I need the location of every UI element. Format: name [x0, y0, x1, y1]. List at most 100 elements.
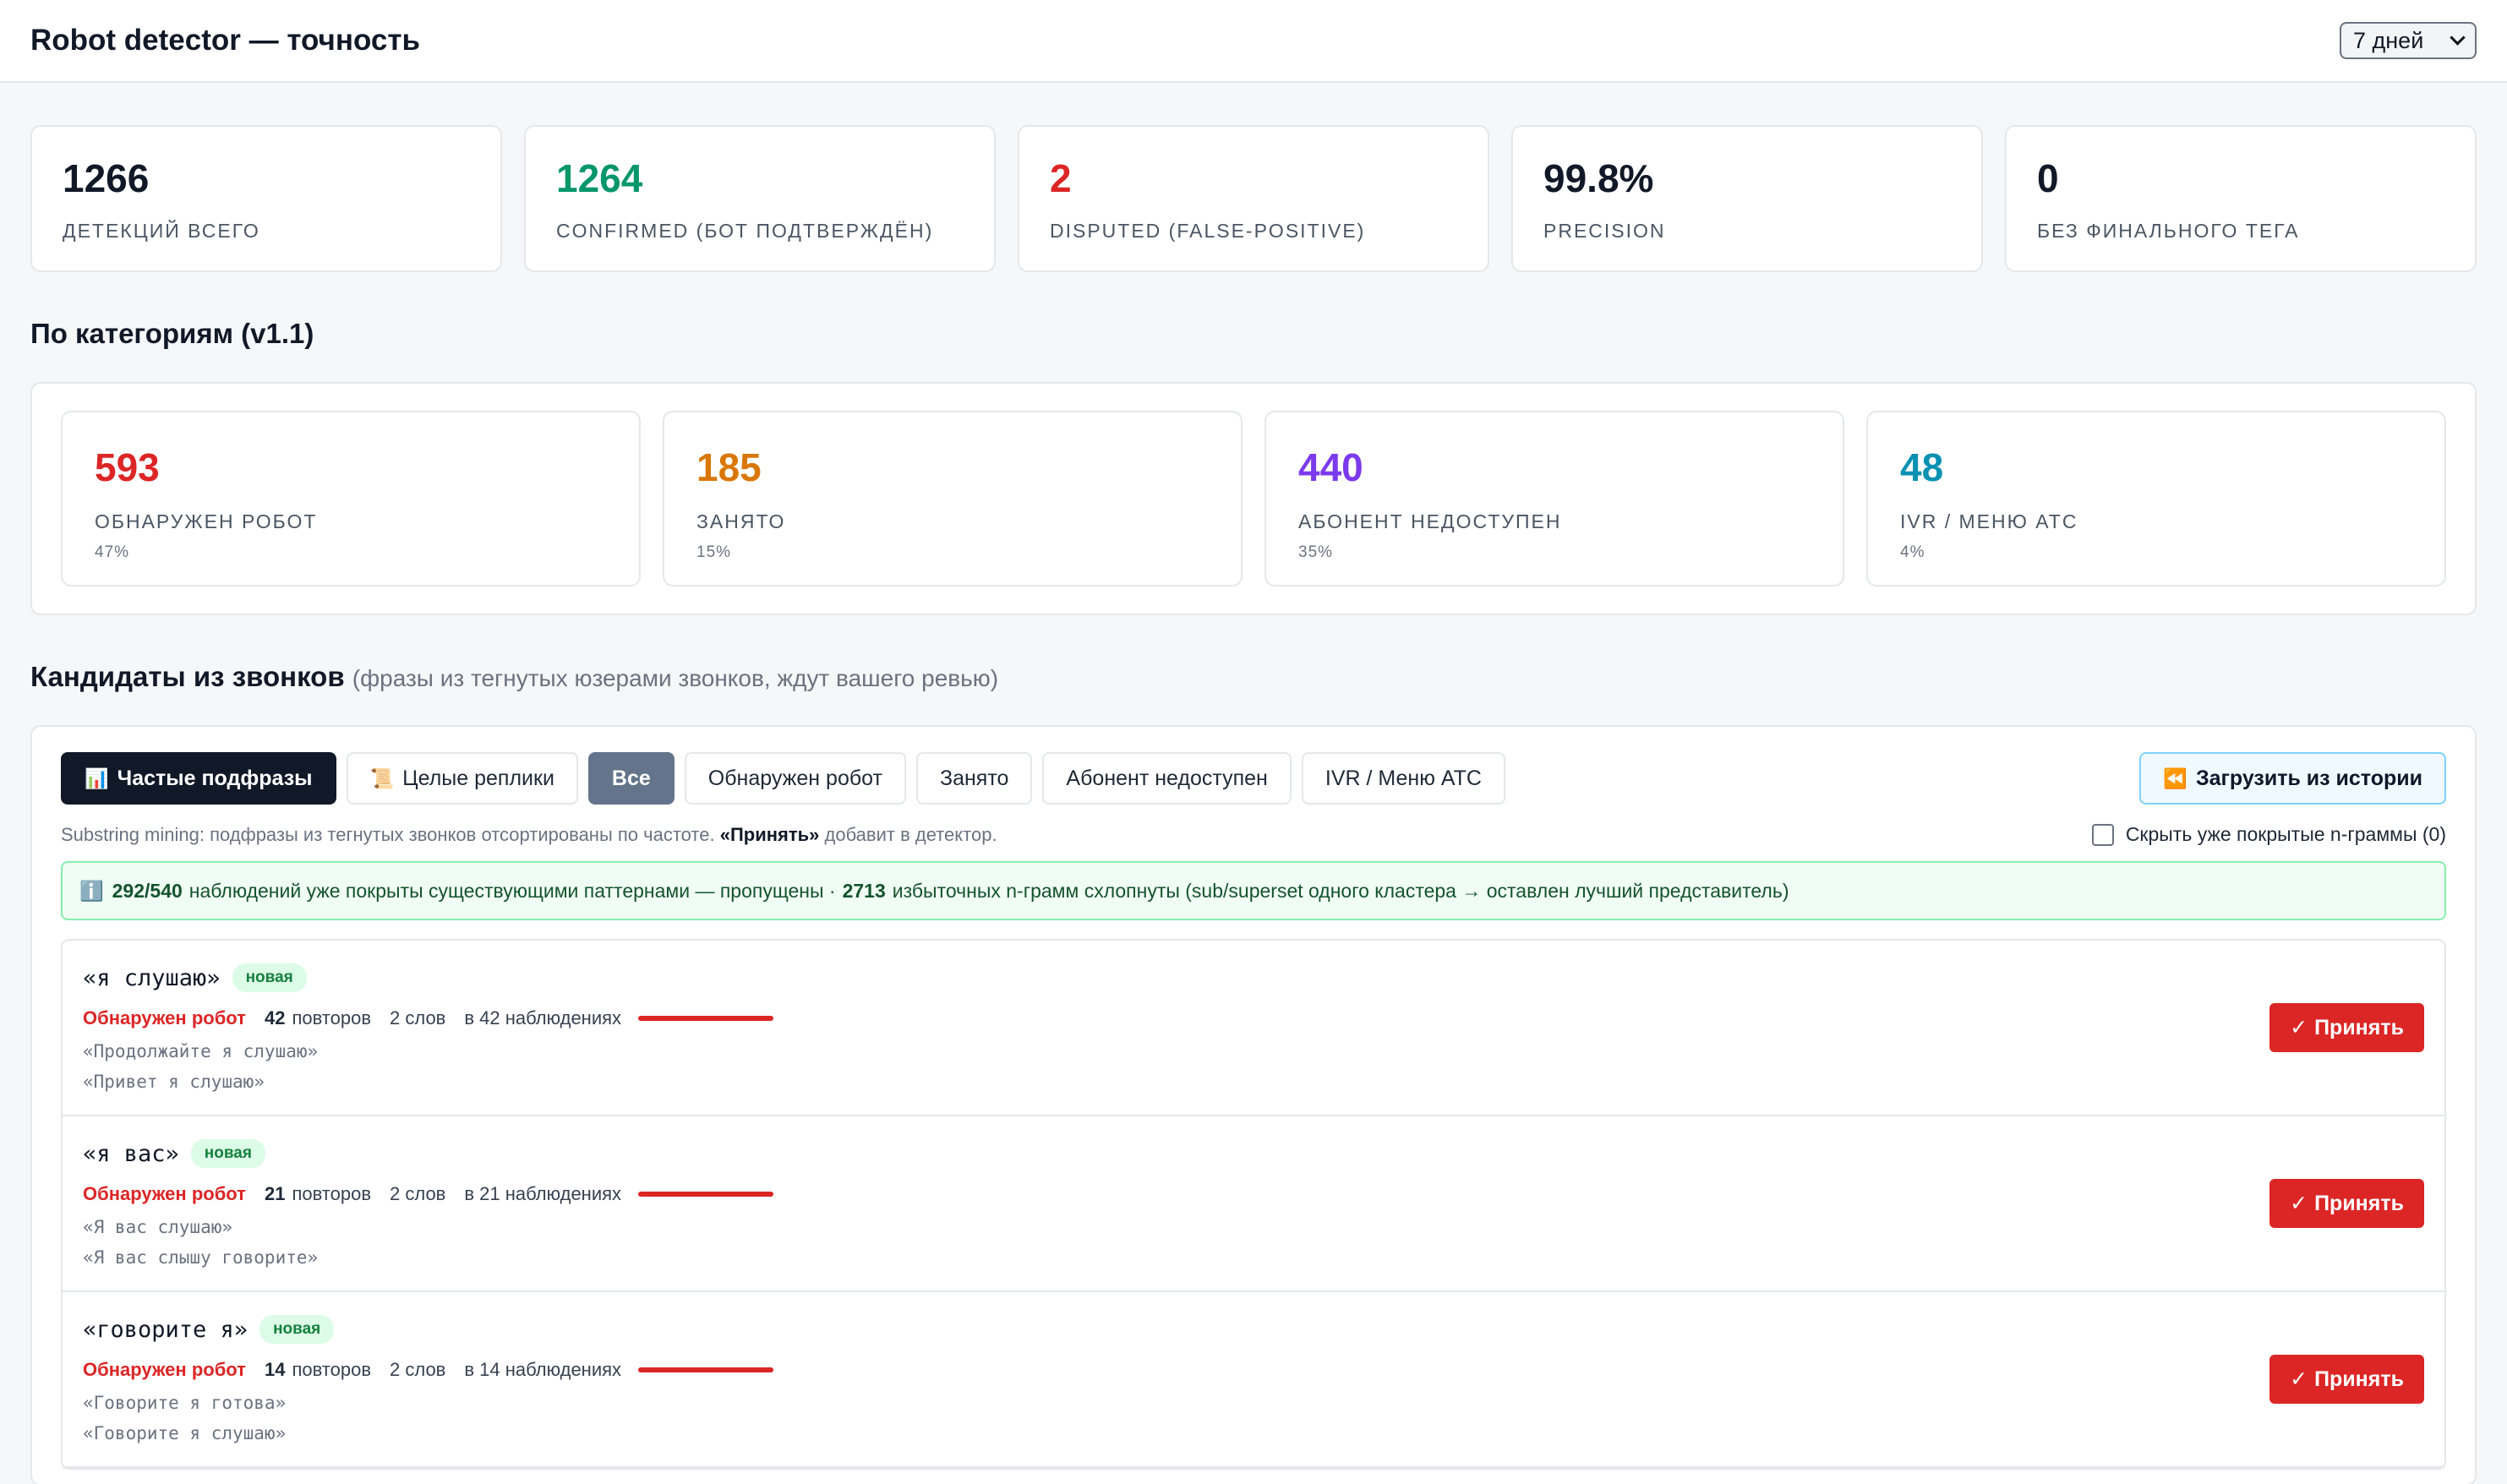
- load-from-history-button[interactable]: ⏪ Загрузить из истории: [2139, 752, 2446, 805]
- hint-suffix: добавит в детектор.: [824, 823, 997, 845]
- page-title: Robot detector — точность: [30, 24, 421, 57]
- hint-prefix: Substring mining: подфразы из тегнутых з…: [61, 823, 715, 845]
- phrase-row: «я слушаю» новая: [83, 963, 773, 992]
- candidate-category: Обнаружен робот: [83, 1183, 246, 1204]
- tab-label: Целые реплики: [402, 766, 554, 790]
- scroll-icon: 📜: [369, 767, 395, 789]
- candidate-category: Обнаружен робот: [83, 1359, 246, 1380]
- filter-all[interactable]: Все: [587, 752, 675, 805]
- filter-ivr[interactable]: IVR / Меню АТС: [1301, 752, 1505, 805]
- candidate-observations: в 42 наблюдениях: [464, 1007, 622, 1028]
- rewind-icon: ⏪: [2163, 767, 2187, 789]
- categories-heading: По категориям (v1.1): [30, 318, 314, 349]
- category-card-ivr: 48 IVR / Меню АТС 4%: [1866, 411, 2446, 587]
- accept-label: Принять: [2314, 1367, 2404, 1391]
- candidates-title: Кандидаты из звонков: [30, 661, 345, 692]
- category-value: 48: [1900, 445, 1944, 489]
- category-percent: 35%: [1298, 543, 1334, 561]
- category-card-busy: 185 Занято 15%: [663, 411, 1243, 587]
- accept-button[interactable]: ✓ Принять: [2269, 1003, 2424, 1052]
- candidates-subtitle: (фразы из тегнутых юзерами звонков, ждут…: [352, 665, 999, 691]
- period-select[interactable]: 7 дней: [2340, 22, 2477, 59]
- accept-button[interactable]: ✓ Принять: [2269, 1179, 2424, 1228]
- bar-chart-icon: 📊: [85, 767, 109, 789]
- phrase-row: «говорите я» новая: [83, 1315, 773, 1344]
- candidate-meta: Обнаружен робот 14 повторов 2 слов в 14 н…: [83, 1359, 774, 1381]
- candidate-phrase: «я вас»: [83, 1140, 179, 1167]
- phrase-row: «я вас» новая: [83, 1139, 773, 1168]
- main-content: 1266 Детекций всего 1264 Confirmed (бот …: [0, 83, 2507, 1484]
- repeats-label: повторов: [292, 1183, 372, 1204]
- candidate-meta: Обнаружен робот 42 повторов 2 слов в 42 н…: [83, 1007, 774, 1029]
- candidates-toolbar: 📊 Частые подфразы 📜 Целые реплики Все Об…: [61, 752, 2446, 805]
- mining-hint: Substring mining: подфразы из тегнутых з…: [61, 824, 997, 846]
- stat-card-untagged: 0 Без финального тега: [2005, 125, 2477, 272]
- frequency-bar-fill: [638, 1192, 774, 1197]
- category-label: Обнаружен робот: [95, 510, 318, 532]
- hint-row: Substring mining: подфразы из тегнутых з…: [61, 823, 2446, 846]
- covered-text: наблюдений уже покрыты существующими пат…: [188, 879, 836, 902]
- category-value: 185: [696, 445, 762, 489]
- hide-covered-checkbox[interactable]: [2091, 823, 2114, 846]
- candidate-words: 2 слов: [390, 1359, 446, 1380]
- stat-card-total: 1266 Детекций всего: [30, 125, 502, 272]
- covered-count: 292/540: [112, 879, 183, 902]
- filter-robot[interactable]: Обнаружен робот: [684, 752, 906, 805]
- frequency-bar-fill: [638, 1367, 774, 1372]
- candidate-repeats: 21 повторов: [265, 1183, 371, 1205]
- candidate-row: «я слушаю» новая Обнаружен робот 42 повто…: [63, 941, 2444, 1116]
- category-value: 593: [95, 445, 160, 489]
- frequency-bar: [638, 1367, 774, 1372]
- tab-label: Частые подфразы: [117, 766, 313, 790]
- categories-panel: 593 Обнаружен робот 47% 185 Занято 15% 4…: [30, 382, 2477, 615]
- repeats-label: повторов: [292, 1359, 372, 1380]
- hide-covered-label: Скрыть уже покрытые n-граммы (0): [2125, 823, 2446, 845]
- candidate-phrase: «я слушаю»: [83, 964, 221, 991]
- info-icon: ℹ️: [79, 879, 104, 902]
- stat-value: 2: [1050, 156, 1072, 200]
- category-percent: 15%: [696, 543, 732, 561]
- tab-whole-replies[interactable]: 📜 Целые реплики: [346, 752, 578, 805]
- stat-card-precision: 99.8% Precision: [1511, 125, 1983, 272]
- candidate-phrase: «говорите я»: [83, 1316, 249, 1343]
- stat-label: Confirmed (бот подтверждён): [556, 220, 934, 242]
- candidate-list: «я слушаю» новая Обнаружен робот 42 повто…: [61, 939, 2446, 1470]
- repeats-label: повторов: [292, 1007, 372, 1028]
- category-percent: 4%: [1900, 543, 1925, 561]
- new-badge: новая: [259, 1315, 335, 1344]
- chevron-down-icon: [2450, 30, 2466, 46]
- candidate-words: 2 слов: [390, 1183, 446, 1204]
- hide-covered-toggle[interactable]: Скрыть уже покрытые n-граммы (0): [2091, 823, 2446, 846]
- stat-card-disputed: 2 Disputed (false-positive): [1018, 125, 1489, 272]
- candidate-row: «я вас» новая Обнаружен робот 21 повторов…: [63, 1116, 2444, 1292]
- filter-busy[interactable]: Занято: [916, 752, 1033, 805]
- frequency-bar: [638, 1192, 774, 1197]
- candidate-example: «Продолжайте я слушаю»: [83, 1041, 319, 1061]
- category-value: 440: [1298, 445, 1363, 489]
- stat-label: Precision: [1543, 220, 1666, 242]
- stat-value: 1266: [63, 156, 150, 200]
- new-badge: новая: [232, 963, 307, 992]
- tab-frequent-subphrases[interactable]: 📊 Частые подфразы: [61, 752, 336, 805]
- stat-card-confirmed: 1264 Confirmed (бот подтверждён): [524, 125, 996, 272]
- candidate-body: «говорите я» новая Обнаружен робот 14 пов…: [83, 1315, 774, 1443]
- filter-unavailable[interactable]: Абонент недоступен: [1042, 752, 1292, 805]
- period-select-value: 7 дней: [2353, 27, 2424, 53]
- frequency-bar-fill: [638, 1016, 774, 1021]
- candidate-row: «говорите я» новая Обнаружен робот 14 пов…: [63, 1292, 2444, 1468]
- stat-value: 0: [2037, 156, 2059, 200]
- stat-label: Детекций всего: [63, 220, 260, 242]
- accept-button[interactable]: ✓ Принять: [2269, 1355, 2424, 1404]
- category-label: Абонент недоступен: [1298, 510, 1562, 532]
- candidate-repeats: 42 повторов: [265, 1007, 371, 1029]
- hint-accept: «Принять»: [719, 823, 820, 845]
- stat-label: Disputed (false-positive): [1050, 220, 1366, 242]
- accept-label: Принять: [2314, 1015, 2404, 1039]
- accept-label: Принять: [2314, 1191, 2404, 1215]
- candidate-body: «я вас» новая Обнаружен робот 21 повторов…: [83, 1139, 774, 1268]
- stats-row: 1266 Детекций всего 1264 Confirmed (бот …: [30, 125, 2477, 272]
- check-icon: ✓: [2290, 1016, 2308, 1039]
- category-label: IVR / Меню АТС: [1900, 510, 2078, 532]
- check-icon: ✓: [2290, 1192, 2308, 1215]
- candidate-observations: в 21 наблюдениях: [464, 1183, 622, 1204]
